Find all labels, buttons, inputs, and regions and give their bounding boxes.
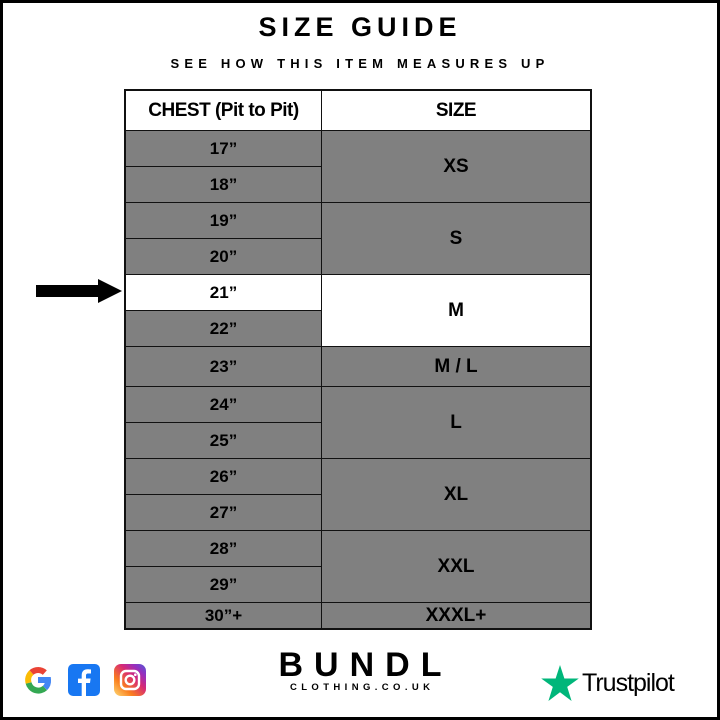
size-cell: XS [322, 131, 590, 202]
arrow-right-icon [36, 279, 122, 303]
social-icons [22, 664, 146, 696]
chest-cell: 18” [126, 167, 321, 202]
chest-cell: 22” [126, 311, 321, 346]
size-table: CHEST (Pit to Pit) SIZE 17” 18” 19” 20” … [124, 89, 592, 630]
brand-name: BUNDL [278, 646, 453, 684]
chest-cell: 24” [126, 387, 321, 422]
size-cell: S [322, 203, 590, 274]
size-cell: XXXL+ [322, 603, 590, 628]
page-subtitle: SEE HOW THIS ITEM MEASURES UP [170, 56, 550, 71]
chest-cell: 17” [126, 131, 321, 166]
page-title: SIZE GUIDE [258, 12, 462, 42]
star-icon [541, 665, 579, 701]
chest-cell: 23” [126, 347, 321, 386]
chest-cell: 27” [126, 495, 321, 530]
size-cell: M / L [322, 347, 590, 386]
brand-domain: CLOTHING.CO.UK [289, 682, 435, 693]
chest-cell: 20” [126, 239, 321, 274]
header-chest: CHEST (Pit to Pit) [126, 91, 321, 130]
chest-cell: 28” [126, 531, 321, 566]
size-cell: L [322, 387, 590, 458]
chest-cell: 26” [126, 459, 321, 494]
chest-cell: 29” [126, 567, 321, 602]
size-cell-highlighted: M [322, 275, 590, 346]
chest-cell: 19” [126, 203, 321, 238]
brand-logo: BUNDL CLOTHING.CO.UK [278, 648, 442, 693]
trustpilot-label: Trustpilot [582, 668, 675, 697]
chest-cell: 30”+ [126, 603, 321, 628]
facebook-icon[interactable] [68, 664, 100, 696]
size-cell: XL [322, 459, 590, 530]
chest-cell: 25” [126, 423, 321, 458]
google-icon[interactable] [22, 664, 54, 696]
instagram-icon[interactable] [114, 664, 146, 696]
size-cell: XXL [322, 531, 590, 602]
header-size: SIZE [322, 91, 590, 130]
chest-cell-highlighted: 21” [126, 275, 321, 310]
trustpilot-logo[interactable]: Trustpilot [541, 665, 675, 701]
